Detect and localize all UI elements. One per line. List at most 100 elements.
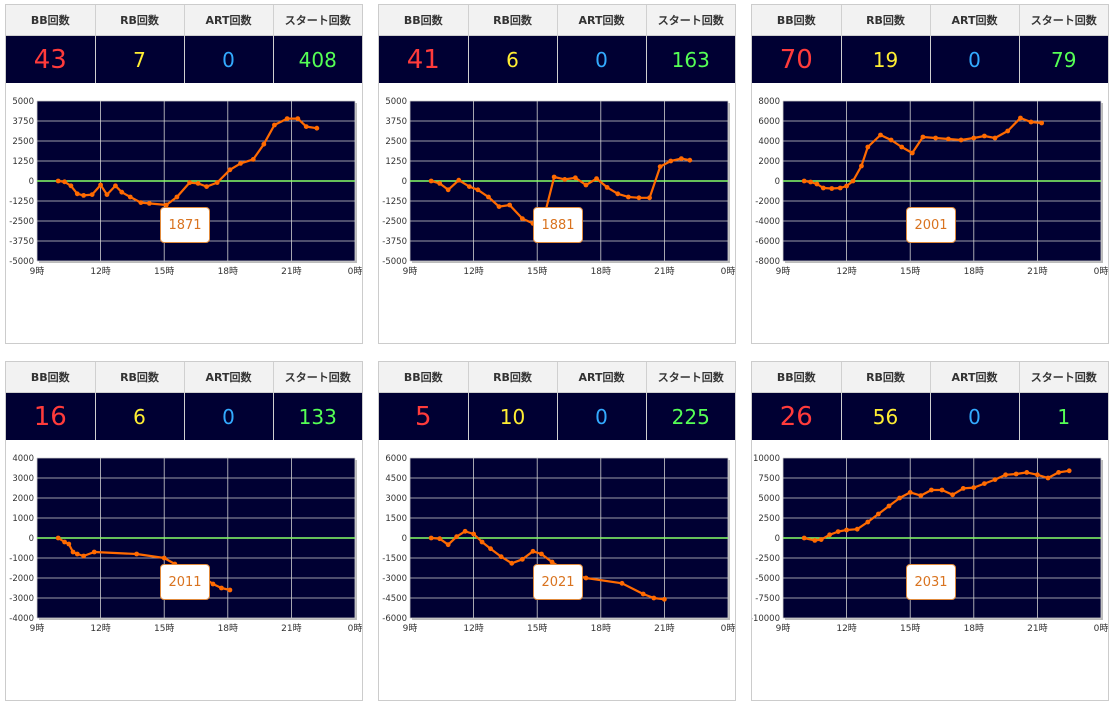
start-header: スタート回数 — [1019, 362, 1108, 393]
y-tick-label: 2000 — [758, 157, 780, 167]
bb-header: BB回数 — [379, 362, 469, 393]
y-tick-label: -2500 — [382, 217, 407, 227]
start-header: スタート回数 — [1019, 5, 1108, 36]
x-tick-label: 12時 — [463, 623, 483, 634]
machine-number-button[interactable]: 2001 — [906, 207, 956, 243]
art-count: 0 — [930, 392, 1020, 440]
y-tick-label: 2500 — [385, 137, 407, 147]
bb-count: 41 — [379, 35, 469, 83]
y-tick-label: 4000 — [12, 454, 34, 464]
x-tick-label: 18時 — [591, 623, 611, 634]
data-point — [68, 183, 74, 189]
data-point — [1024, 470, 1030, 475]
x-tick-label: 15時 — [900, 266, 920, 277]
data-point — [920, 134, 926, 140]
y-tick-label: 0 — [775, 177, 780, 187]
data-point — [187, 180, 193, 185]
data-point — [801, 178, 807, 184]
data-point — [1039, 120, 1045, 126]
machine-panel: BB回数 RB回数 ART回数 スタート回数 41 6 0 163 5000 37… — [378, 4, 736, 344]
data-point — [820, 185, 826, 191]
x-tick-label: 21時 — [1027, 266, 1047, 277]
y-tick-label: 3000 — [385, 494, 407, 504]
machine-panel: BB回数 RB回数 ART回数 スタート回数 43 7 0 408 5000 37… — [5, 4, 363, 344]
x-tick-label: 0時 — [348, 266, 362, 277]
y-tick-label: 6000 — [758, 117, 780, 127]
data-point — [91, 549, 97, 555]
data-point — [1035, 472, 1040, 478]
machine-number-button[interactable]: 2031 — [906, 564, 956, 600]
data-point — [174, 194, 180, 200]
y-tick-label: -1250 — [382, 197, 407, 207]
x-tick-label: 15時 — [527, 623, 547, 634]
rb-count: 56 — [841, 392, 931, 440]
y-tick-label: -2000 — [755, 197, 780, 207]
data-point — [1018, 115, 1023, 121]
data-point — [960, 486, 966, 491]
data-point — [933, 135, 939, 141]
data-point — [219, 585, 224, 591]
art-header: ART回数 — [930, 362, 1020, 393]
data-point — [214, 180, 220, 185]
machine-panel: BB回数 RB回数 ART回数 スタート回数 5 10 0 225 6000 45… — [378, 361, 736, 701]
y-tick-label: 3750 — [385, 117, 407, 127]
data-point — [250, 157, 256, 162]
machine-number-button[interactable]: 1881 — [533, 207, 583, 243]
y-tick-label: -4000 — [9, 614, 34, 624]
y-tick-label: 1000 — [12, 514, 34, 524]
data-point — [456, 177, 462, 183]
data-point — [897, 495, 902, 501]
data-point — [498, 554, 504, 560]
y-tick-label: 1250 — [385, 157, 407, 167]
y-tick-label: -3750 — [9, 237, 34, 247]
data-point — [303, 124, 309, 129]
start-count: 1 — [1019, 392, 1108, 440]
machine-number-button[interactable]: 2011 — [160, 564, 210, 600]
art-count: 0 — [557, 35, 647, 83]
bb-count: 26 — [752, 392, 842, 440]
y-tick-label: -4000 — [755, 217, 780, 227]
bb-header: BB回数 — [6, 362, 96, 393]
x-tick-label: 0時 — [721, 623, 735, 634]
machine-panel: BB回数 RB回数 ART回数 スタート回数 26 56 0 1 10000 75… — [751, 361, 1109, 701]
data-point — [583, 575, 589, 581]
y-tick-label: 4500 — [385, 474, 407, 484]
data-point — [1013, 471, 1019, 477]
data-point — [958, 137, 964, 143]
start-header: スタート回数 — [273, 5, 362, 36]
data-point — [572, 175, 578, 181]
x-tick-label: 0時 — [1094, 623, 1108, 634]
data-point — [509, 560, 515, 566]
data-point — [1003, 472, 1008, 478]
data-point — [909, 150, 915, 156]
art-count: 0 — [184, 392, 274, 440]
stats-table: BB回数 RB回数 ART回数 スタート回数 43 7 0 408 — [6, 5, 362, 83]
data-point — [583, 182, 589, 188]
data-point — [562, 177, 568, 182]
y-tick-label: -2500 — [755, 554, 780, 564]
x-tick-label: 21時 — [654, 266, 674, 277]
x-tick-label: 9時 — [30, 266, 45, 277]
rb-count: 6 — [468, 35, 558, 83]
data-point — [519, 556, 525, 562]
x-tick-label: 9時 — [776, 623, 791, 634]
data-point — [284, 116, 290, 121]
data-point — [70, 549, 76, 555]
y-tick-label: 10000 — [753, 454, 780, 464]
data-point — [551, 174, 557, 180]
data-point — [74, 551, 80, 557]
machine-panel: BB回数 RB回数 ART回数 スタート回数 70 19 0 79 8000 60… — [751, 4, 1109, 344]
data-point — [971, 485, 977, 490]
data-point — [625, 194, 631, 200]
data-point — [549, 559, 555, 565]
bb-count: 43 — [6, 35, 96, 83]
data-point — [907, 490, 913, 495]
data-point — [195, 181, 201, 186]
machine-number-button[interactable]: 1871 — [160, 207, 210, 243]
machine-number-button[interactable]: 2021 — [533, 564, 583, 600]
art-count: 0 — [930, 35, 1020, 83]
rb-header: RB回数 — [95, 5, 185, 36]
